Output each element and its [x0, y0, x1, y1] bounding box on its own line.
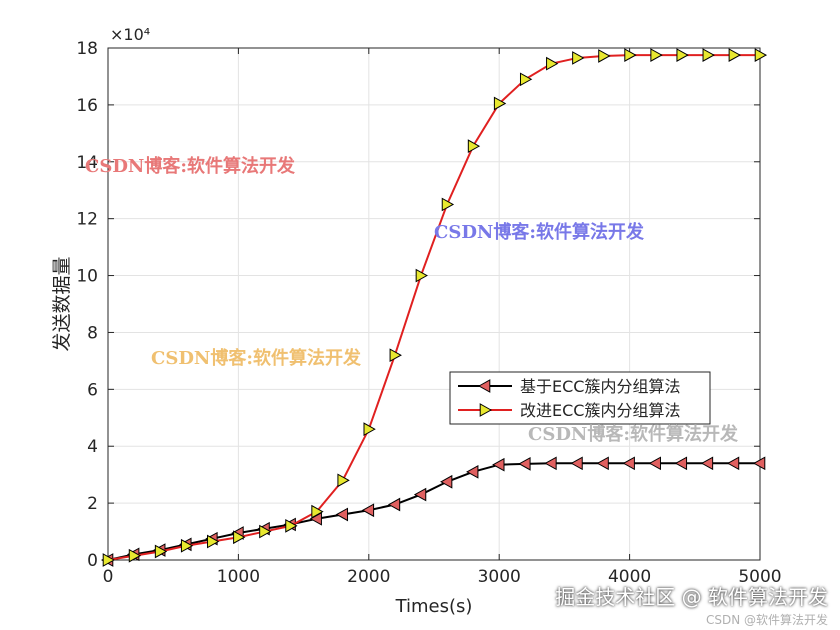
series-2-marker — [180, 538, 194, 553]
series-1-marker — [622, 456, 635, 471]
series-2-marker — [259, 524, 272, 539]
series-1-marker — [648, 456, 661, 471]
series-2-marker — [650, 48, 663, 62]
series-2-marker — [233, 530, 246, 545]
series-2-marker — [337, 473, 350, 488]
series-1-marker — [700, 456, 714, 471]
y-tick-label: 14 — [76, 153, 98, 173]
series-2-marker — [546, 56, 559, 71]
legend-label-2: 改进ECC簇内分组算法 — [520, 401, 680, 420]
legend-label-1: 基于ECC簇内分组算法 — [520, 377, 680, 396]
footer-watermark: 掘金技术社区 @ 软件算法开发 — [555, 585, 828, 609]
series-1-marker — [570, 456, 583, 471]
x-axis-label: Times(s) — [395, 596, 473, 617]
legend-marker-2 — [479, 403, 493, 417]
series-2-marker — [676, 48, 689, 62]
series-group — [100, 48, 768, 567]
y-tick-label: 8 — [87, 323, 98, 343]
series-1-marker — [466, 464, 479, 479]
series-2-marker — [519, 72, 533, 87]
footer-sub-watermark: CSDN @软件算法开发 — [705, 613, 828, 627]
series-2-marker — [441, 197, 455, 212]
series-2-marker — [285, 519, 298, 533]
series-2-marker — [754, 48, 768, 62]
series-2-marker — [728, 48, 741, 62]
series-1-marker — [726, 456, 740, 471]
series-2-marker — [467, 139, 481, 153]
x-tick-label: 1000 — [217, 567, 260, 587]
y-axis-label: 发送数据量 — [51, 256, 73, 351]
series-2-marker — [572, 51, 585, 65]
x-tick-label: 5000 — [738, 567, 781, 587]
watermark-1: CSDN博客:软件算法开发 — [85, 156, 296, 177]
x-tick-label: 3000 — [478, 567, 521, 587]
x-tick-label: 2000 — [347, 567, 390, 587]
y-tick-label: 6 — [87, 380, 98, 400]
axes-box — [107, 47, 761, 561]
y-tick-label: 10 — [76, 267, 98, 287]
series-2-marker — [702, 48, 715, 62]
series-2-marker — [415, 268, 428, 283]
series-2-marker — [154, 544, 168, 559]
watermark-2: CSDN博客:软件算法开发 — [434, 222, 645, 243]
series-1-marker — [335, 507, 349, 522]
axes: 0 1000 2000 3000 4000 5000 0 2 4 6 8 10 12 14 16 18 ×10⁴… — [51, 25, 782, 617]
x-tick-label: 0 — [103, 567, 114, 587]
series-2-marker — [598, 49, 611, 63]
series-1-marker — [518, 457, 531, 471]
series-1-marker — [361, 503, 375, 518]
series-1-marker — [492, 457, 505, 472]
series-1-marker — [544, 456, 557, 471]
series-2-marker — [363, 422, 376, 437]
watermark-4: CSDN博客:软件算法开发 — [528, 424, 739, 445]
series-2-marker — [624, 48, 637, 62]
y-tick-label: 0 — [87, 551, 98, 571]
legend-marker-1 — [477, 379, 491, 393]
plot-area — [108, 48, 760, 560]
y-tick-label: 12 — [76, 210, 98, 230]
series-2-marker — [493, 96, 507, 111]
y-tick-label: 18 — [76, 39, 98, 59]
series-2-marker — [207, 534, 220, 549]
y-tick-label: 16 — [76, 96, 98, 116]
series-2-marker — [389, 348, 402, 363]
x-tick-label: 4000 — [608, 567, 651, 587]
series-2-marker — [128, 548, 142, 563]
series-1-marker — [440, 474, 453, 489]
legend-box — [449, 371, 711, 425]
series-1-marker — [752, 456, 766, 471]
series-1-marker — [596, 456, 609, 471]
series-2-marker — [102, 553, 116, 567]
series-1-marker — [674, 456, 688, 471]
series-1-marker — [387, 497, 401, 512]
series-2-marker — [311, 504, 324, 519]
y-tick-label: 4 — [87, 437, 98, 457]
series-1-marker — [413, 487, 427, 502]
watermark-3: CSDN博客:软件算法开发 — [151, 348, 362, 369]
y-exponent-label: ×10⁴ — [110, 25, 150, 44]
y-tick-label: 2 — [87, 494, 98, 514]
